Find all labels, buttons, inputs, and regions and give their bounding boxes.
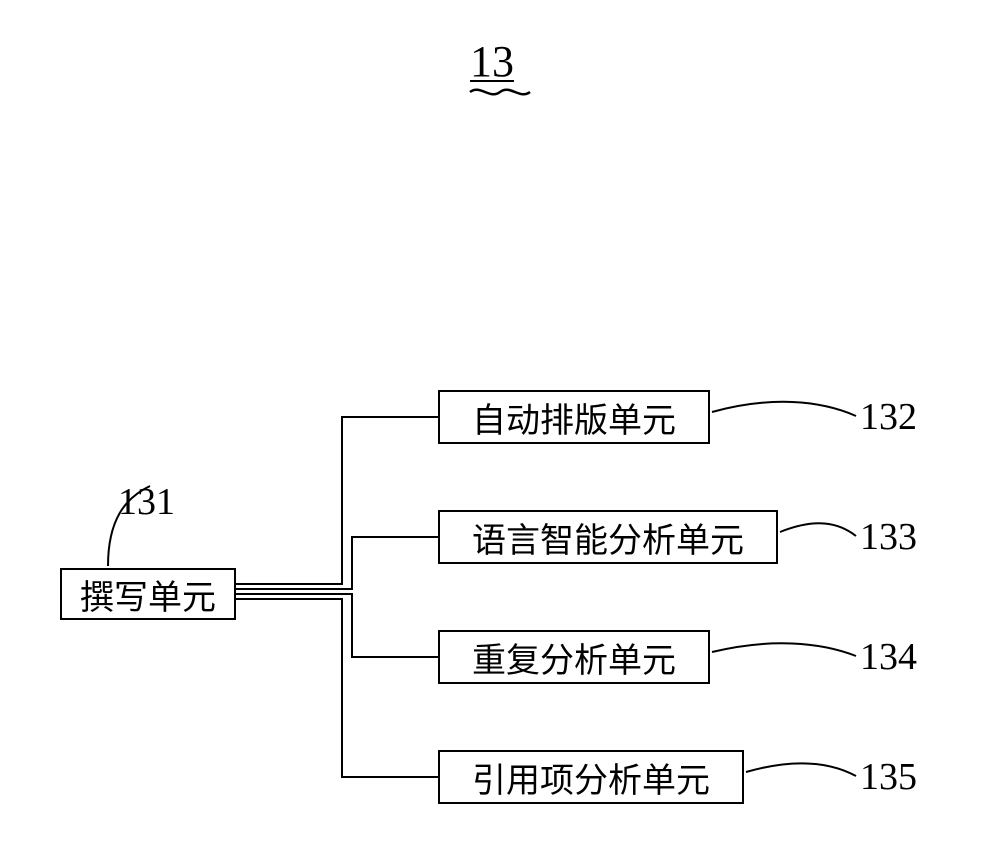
node-auto-typeset-unit: 自动排版单元 [438,390,710,444]
node-number-132: 132 [860,395,917,439]
node-language-analysis-unit: 语言智能分析单元 [438,510,778,564]
node-writing-unit: 撰写单元 [60,568,236,620]
diagram-title-number: 13 [470,36,514,87]
node-number-131: 131 [118,480,175,524]
diagram-canvas: 13 撰写单元 131 自动排版单元 132 语言智能分析单元 133 重复分析… [0,0,1000,857]
node-citation-analysis-unit: 引用项分析单元 [438,750,744,804]
node-number-134: 134 [860,635,917,679]
node-number-133: 133 [860,515,917,559]
node-number-135: 135 [860,755,917,799]
node-repeat-analysis-unit: 重复分析单元 [438,630,710,684]
